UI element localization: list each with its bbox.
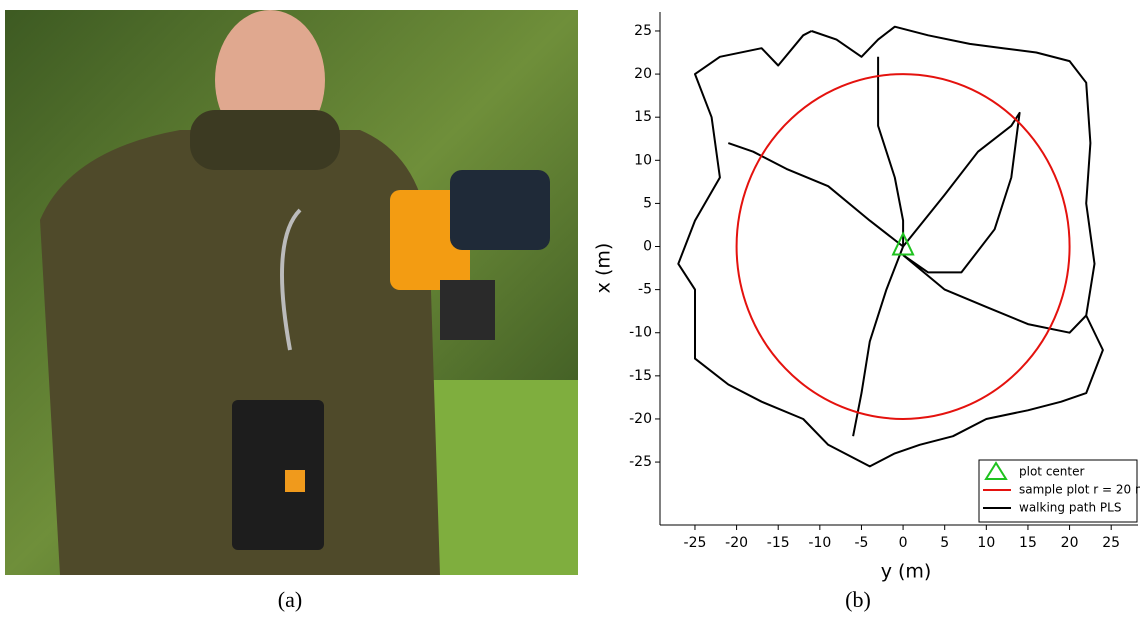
photo <box>5 10 578 575</box>
x-tick-label: 15 <box>1019 535 1037 551</box>
legend-label: sample plot r = 20 m <box>1019 483 1140 497</box>
y-axis-label: x (m) <box>593 243 615 294</box>
y-tick-label: 20 <box>634 66 652 82</box>
x-tick-label: 20 <box>1061 535 1079 551</box>
y-tick-label: -20 <box>629 411 652 427</box>
panel-label: (a) <box>278 587 302 612</box>
x-tick-label: 10 <box>977 535 995 551</box>
legend-label: walking path PLS <box>1019 501 1121 515</box>
x-tick-label: -15 <box>767 535 790 551</box>
y-tick-label: -5 <box>638 282 652 298</box>
panel-label: (b) <box>845 587 871 612</box>
x-axis-label: y (m) <box>881 561 932 583</box>
walking-path <box>678 27 1103 467</box>
legend-label: plot center <box>1019 465 1084 479</box>
y-tick-label: -15 <box>629 368 652 384</box>
x-tick-label: -20 <box>725 535 748 551</box>
page: {"panels": {"a": "(a)", "b": "(b)"}, "ch… <box>0 0 1140 617</box>
x-tick-label: 5 <box>940 535 949 551</box>
figure: (a) (b) y (m) x (m) -25 -20 -15 -10 -5 0 5 10 15… <box>0 0 1140 617</box>
y-tick-label: -25 <box>629 454 652 470</box>
y-tick-label: 5 <box>643 195 652 211</box>
x-tick-label: -10 <box>808 535 831 551</box>
x-tick-label: -5 <box>854 535 868 551</box>
y-tick-label: 0 <box>643 239 652 255</box>
y-tick-label: -10 <box>629 325 652 341</box>
y-tick-label: 10 <box>634 152 652 168</box>
y-tick-label: 15 <box>634 109 652 125</box>
x-tick-label: -25 <box>684 535 707 551</box>
y-tick-label: 25 <box>634 23 652 39</box>
x-tick-label: 25 <box>1102 535 1120 551</box>
x-tick-label: 0 <box>899 535 908 551</box>
